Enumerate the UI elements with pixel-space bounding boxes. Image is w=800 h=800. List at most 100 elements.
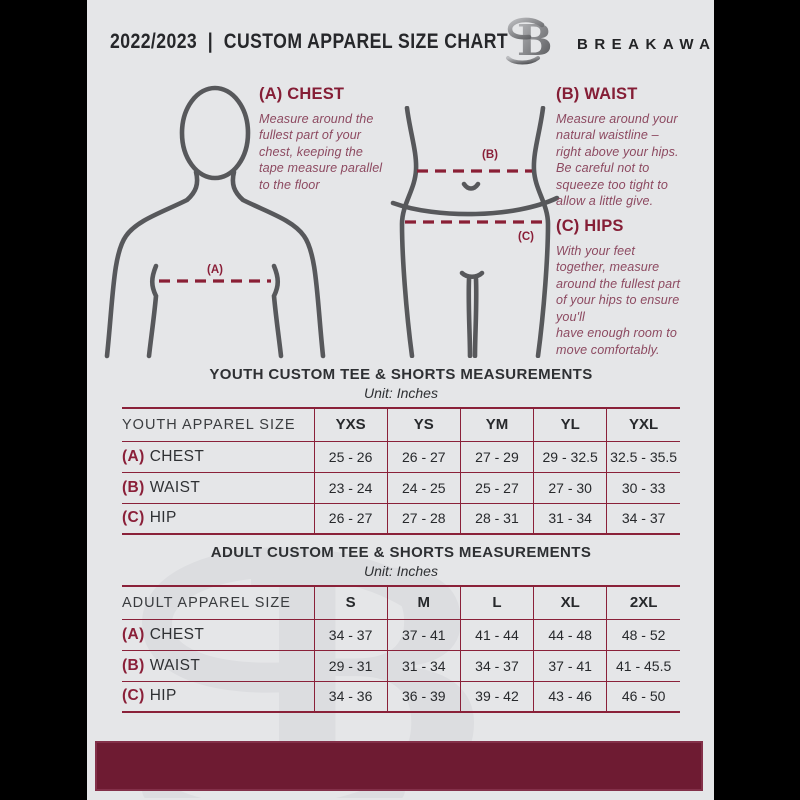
adult-size-column-header: ADULT APPAREL SIZE [122,594,291,611]
youth-chest-row: (A) CHEST 25 - 26 26 - 27 27 - 29 29 - 32… [122,441,680,472]
row-label: (A) CHEST [122,619,314,650]
right-inner-leg-line [472,276,479,358]
row-label-prefix: (A) [122,447,145,465]
adult-table-section: ADULT CUSTOM TEE & SHORTS MEASUREMENTS U… [122,544,680,713]
row-label-prefix: (B) [122,478,145,496]
youth-size-column-header: YOUTH APPAREL SIZE [122,416,296,433]
size-cell: 37 - 41 [386,619,461,650]
right-side-outline [531,106,551,358]
size-cell: 41 - 44 [459,619,534,650]
size-cell: 29 - 32.5 [533,441,607,472]
size-header-ys: YS [386,408,461,441]
size-cell: 34 - 36 [313,681,388,712]
row-label-text: HIP [149,509,177,527]
size-cell: 41 - 45.5 [606,650,680,681]
hips-guide-text: With your feet together, measure around … [556,244,681,357]
row-label: (C) HIP [122,503,314,534]
youth-table-section: YOUTH CUSTOM TEE & SHORTS MEASUREMENTS U… [122,366,680,535]
youth-table-title: YOUTH CUSTOM TEE & SHORTS MEASUREMENTS [209,366,593,383]
right-shoulder-arm-outline [230,169,326,359]
chest-guide-heading: (A) CHEST [259,85,345,103]
adult-size-table: ADULT APPAREL SIZE S M L XL 2XL (A) CHEST… [122,585,680,713]
brand-name: BREAKAWAY [577,36,714,53]
head-outline [179,85,251,181]
row-label-text: WAIST [149,478,201,496]
row-label-prefix: (C) [122,687,145,705]
row-label-prefix: (B) [122,656,145,674]
size-cell: 34 - 37 [313,619,388,650]
hips-guide-heading: (C) HIPS [556,217,624,235]
row-label-text: HIP [149,687,177,705]
size-cell: 28 - 31 [459,503,534,534]
size-cell: 30 - 33 [606,472,680,503]
chest-guide: (A) CHEST Measure around the fullest par… [259,85,411,193]
size-header-s: S [313,586,388,619]
size-header-l: L [459,586,534,619]
crotch-curve [459,270,485,280]
youth-waist-row: (B) WAIST 23 - 24 24 - 25 25 - 27 27 - 30… [122,472,680,503]
left-inner-leg-line [466,276,473,358]
size-cell: 27 - 30 [533,472,607,503]
navel-mark [461,181,481,191]
youth-table-unit: Unit: Inches [364,385,438,401]
waist-hips-diagram: (B) (C) [390,106,560,358]
youth-hip-row: (C) HIP 26 - 27 27 - 28 28 - 31 31 - 34 3… [122,503,680,534]
adult-chest-row: (A) CHEST 34 - 37 37 - 41 41 - 44 44 - 48… [122,619,680,650]
size-cell: 29 - 31 [313,650,388,681]
size-header-2xl: 2XL [606,586,680,619]
adult-hip-row: (C) HIP 34 - 36 36 - 39 39 - 42 43 - 46 4… [122,681,680,712]
brand-lockup: B BREAKAWAY [503,14,714,66]
size-cell: 25 - 27 [459,472,534,503]
size-header-m: M [386,586,461,619]
size-cell: 31 - 34 [386,650,461,681]
row-label: (A) CHEST [122,441,314,472]
right-armpit-outline [271,263,284,359]
size-cell: 26 - 27 [313,503,388,534]
size-cell: 39 - 42 [459,681,534,712]
size-cell: 31 - 34 [533,503,607,534]
row-label-text: CHEST [149,447,205,465]
hip-marker-label: (C) [518,231,534,243]
row-label-prefix: (A) [122,625,145,643]
size-cell: 36 - 39 [386,681,461,712]
logo-letter: B [517,16,553,65]
size-cell: 44 - 48 [533,619,607,650]
size-cell: 24 - 25 [386,472,461,503]
row-label-text: CHEST [149,625,205,643]
row-label-text: WAIST [149,656,201,674]
breakaway-logo-icon: B [506,16,553,65]
adult-waist-row: (B) WAIST 29 - 31 31 - 34 34 - 37 37 - 41… [122,650,680,681]
waist-marker-label: (B) [482,149,498,161]
size-header-ym: YM [459,408,534,441]
youth-size-table: YOUTH APPAREL SIZE YXS YS YM YL YXL (A) C… [122,407,680,535]
size-cell: 26 - 27 [386,441,461,472]
size-header-yl: YL [533,408,607,441]
adult-table-title: ADULT CUSTOM TEE & SHORTS MEASUREMENTS [210,544,592,561]
row-label: (C) HIP [122,681,314,712]
waist-guide-text: Measure around your natural waistline – … [556,112,679,209]
size-header-yxl: YXL [606,408,680,441]
size-cell: 37 - 41 [533,650,607,681]
size-cell: 34 - 37 [459,650,534,681]
row-label: (B) WAIST [122,472,314,503]
size-cell: 43 - 46 [533,681,607,712]
size-chart-flyer: 2022/2023 | CUSTOM APPAREL SIZE CHART B … [87,0,714,800]
size-header-xl: XL [533,586,607,619]
waist-guide: (B) WAIST Measure around your natural wa… [556,85,714,210]
chest-marker-label: (A) [207,264,223,276]
left-shoulder-arm-outline [104,169,200,359]
hip-waistband-curve [390,195,560,217]
size-header-yxs: YXS [313,408,388,441]
waist-guide-heading: (B) WAIST [556,85,638,103]
size-cell: 46 - 50 [606,681,680,712]
page-title: 2022/2023 | CUSTOM APPAREL SIZE CHART [110,30,509,53]
footer-bar [95,741,703,791]
youth-header-row: YOUTH APPAREL SIZE YXS YS YM YL YXL [122,408,680,441]
row-label-prefix: (C) [122,509,145,527]
size-cell: 48 - 52 [606,619,680,650]
adult-table-unit: Unit: Inches [364,563,438,579]
left-side-outline [399,106,419,358]
size-cell: 34 - 37 [606,503,680,534]
size-cell: 27 - 28 [386,503,461,534]
